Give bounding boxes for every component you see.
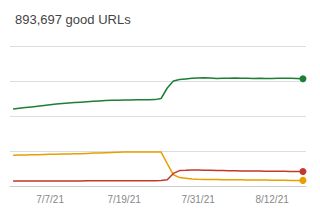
svg-text:7/7/21: 7/7/21 bbox=[36, 194, 64, 205]
svg-text:8/12/21: 8/12/21 bbox=[255, 194, 289, 205]
svg-text:893,697 good URLs: 893,697 good URLs bbox=[15, 12, 131, 27]
svg-text:7/31/21: 7/31/21 bbox=[181, 194, 215, 205]
svg-text:7/19/21: 7/19/21 bbox=[107, 194, 141, 205]
